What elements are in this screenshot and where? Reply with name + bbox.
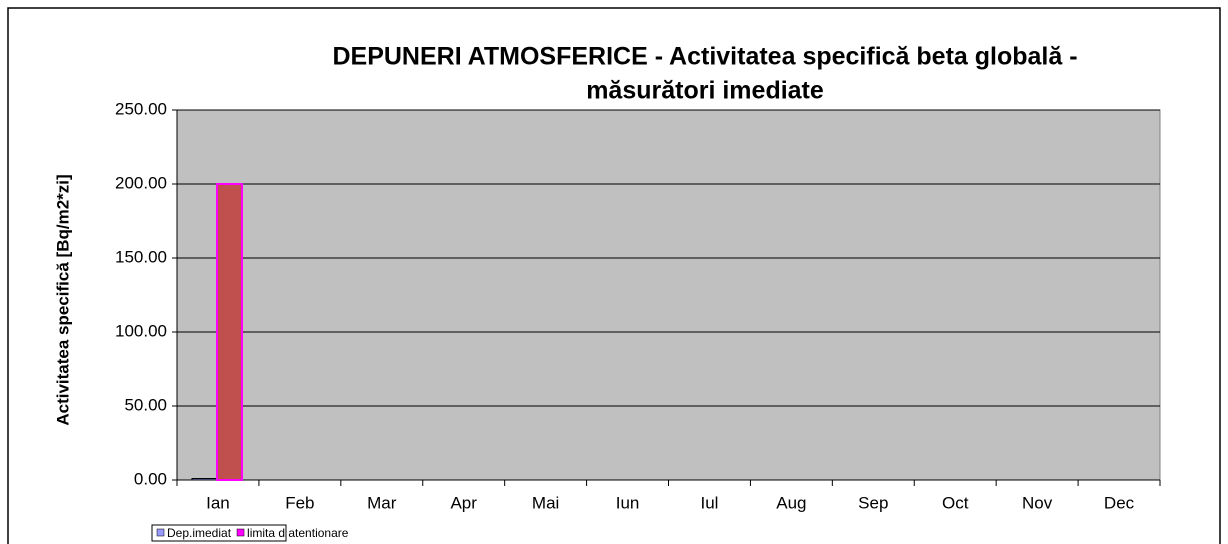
x-tick-label: Iun bbox=[616, 493, 640, 512]
x-tick-label: Aug bbox=[776, 493, 806, 512]
x-tick-label: Iul bbox=[700, 493, 718, 512]
legend-box bbox=[151, 524, 287, 542]
chart-subtitle: măsurători imediate bbox=[586, 77, 824, 105]
y-tick-label: 100.00 bbox=[115, 321, 167, 340]
y-axis-title: Activitatea specifică [Bq/m2*zi] bbox=[53, 174, 72, 425]
x-tick-label: Nov bbox=[1022, 493, 1053, 512]
y-tick-label: 50.00 bbox=[124, 395, 167, 414]
legend-label: Dep.imediat bbox=[167, 526, 232, 540]
x-tick-label: Mar bbox=[367, 493, 397, 512]
x-tick-label: Feb bbox=[285, 493, 314, 512]
legend-label: limita d atentionare bbox=[247, 526, 349, 540]
y-tick-label: 200.00 bbox=[115, 173, 167, 192]
plot-area bbox=[176, 109, 1161, 481]
y-tick-label: 150.00 bbox=[115, 247, 167, 266]
x-tick-label: Dec bbox=[1104, 493, 1135, 512]
legend-swatch bbox=[236, 528, 245, 537]
y-tick-label: 0.00 bbox=[134, 469, 167, 488]
legend-swatch bbox=[156, 528, 165, 537]
x-tick-label: Mai bbox=[532, 493, 559, 512]
chart-title: DEPUNERI ATMOSFERICE - Activitatea speci… bbox=[332, 43, 1077, 71]
x-tick-label: Apr bbox=[450, 493, 477, 512]
bar bbox=[191, 478, 218, 481]
x-tick-label: Oct bbox=[942, 493, 969, 512]
y-tick-label: 250.00 bbox=[115, 99, 167, 118]
bar bbox=[216, 183, 243, 481]
x-tick-label: Ian bbox=[206, 493, 230, 512]
x-tick-label: Sep bbox=[858, 493, 888, 512]
